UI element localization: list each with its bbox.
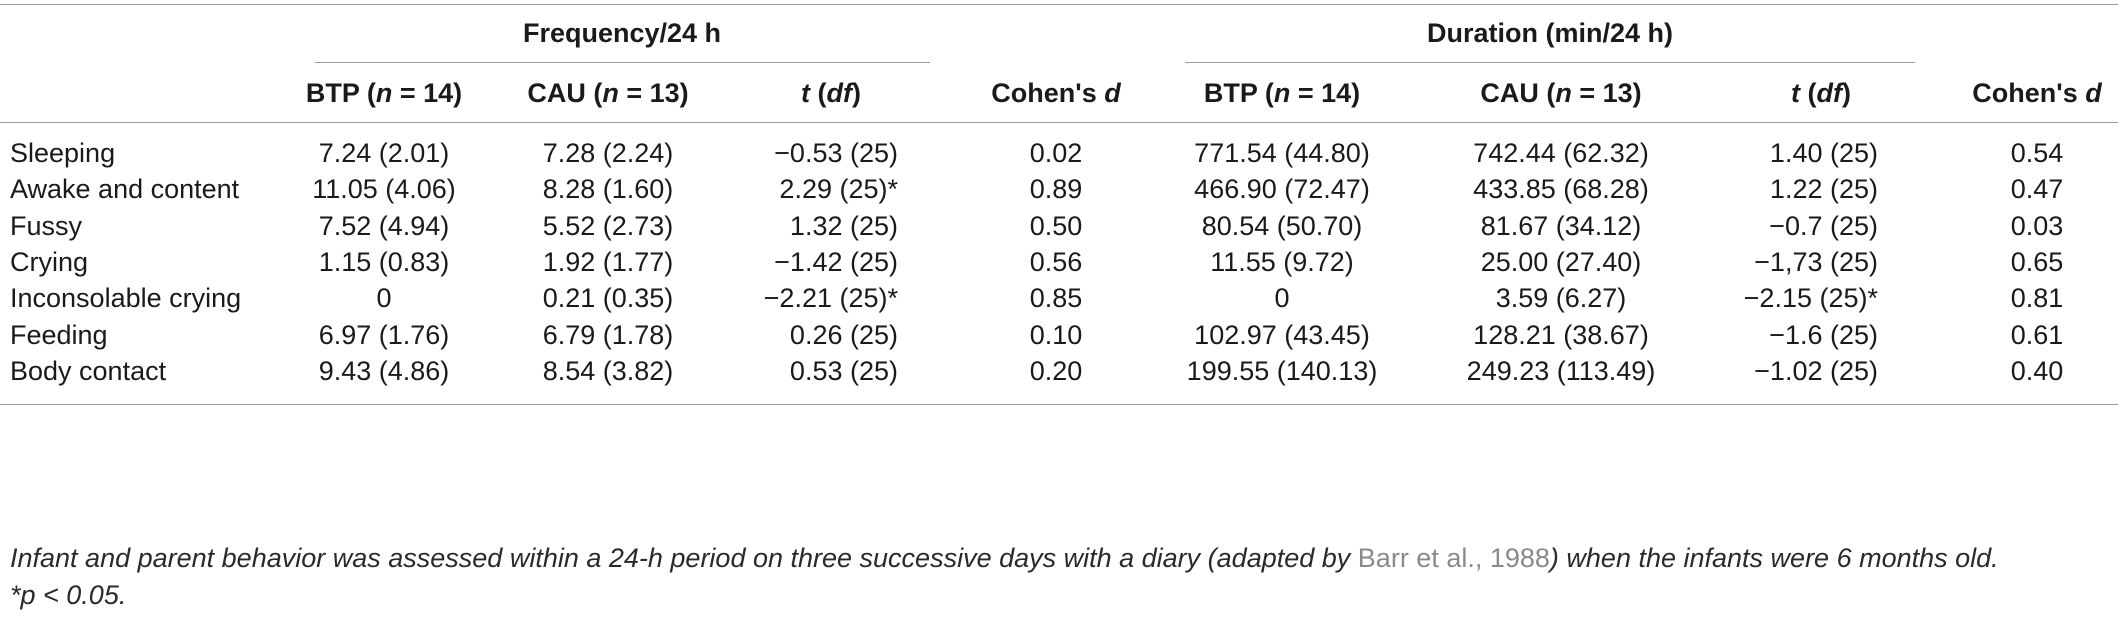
- row-label: Feeding: [10, 320, 108, 350]
- cell-freq-btp: 7.24 (2.01): [318, 138, 450, 168]
- row-label: Awake and content: [10, 174, 240, 204]
- cell-freq-btp: 11.05 (4.06): [312, 174, 456, 204]
- cell-dur-cau: 81.67 (34.12): [1480, 211, 1642, 241]
- col-header-dur-cau: CAU (n = 13): [1480, 78, 1642, 108]
- cell-dur-cau: 25.00 (27.40): [1480, 247, 1642, 277]
- cell-dur-t: −1.6 (25): [1769, 320, 1878, 350]
- cell-freq-cau: 0.21 (0.35): [542, 283, 674, 313]
- cell-dur-btp: 80.54 (50.70): [1201, 211, 1363, 241]
- cell-freq-btp: 7.52 (4.94): [318, 211, 450, 241]
- cell-dur-btp: 102.97 (43.45): [1194, 320, 1370, 350]
- table-top-rule: [0, 4, 2118, 5]
- significance-note: *p < 0.05.: [10, 580, 127, 610]
- cell-dur-t: 1.22 (25): [1769, 174, 1878, 204]
- cell-dur-cohen-d: 0.03: [2010, 211, 2064, 241]
- cell-dur-cau: 742.44 (62.32): [1473, 138, 1649, 168]
- cell-freq-cohen-d: 0.56: [1029, 247, 1083, 277]
- cell-freq-t: 0.53 (25): [789, 356, 898, 386]
- cell-dur-btp: 11.55 (9.72): [1210, 247, 1354, 277]
- footnote-text-after: ) when the infants were 6 months old.: [1549, 543, 1999, 573]
- cell-dur-t: −1.02 (25): [1754, 356, 1878, 386]
- cell-freq-btp: 0: [376, 283, 392, 313]
- col-header-freq-t: t (df): [801, 78, 861, 108]
- cell-freq-cau: 8.54 (3.82): [542, 356, 674, 386]
- cell-dur-t: −2.15 (25)*: [1743, 283, 1878, 313]
- cell-freq-cau: 1.92 (1.77): [542, 247, 674, 277]
- cell-freq-cohen-d: 0.85: [1029, 283, 1083, 313]
- header-bottom-rule: [0, 122, 2118, 123]
- cell-dur-cau: 433.85 (68.28): [1473, 174, 1649, 204]
- footnote-text-before: Infant and parent behavior was assessed …: [10, 543, 1358, 573]
- cell-dur-t: −0.7 (25): [1769, 211, 1878, 241]
- col-header-dur-t: t (df): [1791, 78, 1851, 108]
- cell-freq-t: −1.42 (25): [774, 247, 898, 277]
- cell-freq-cohen-d: 0.20: [1029, 356, 1083, 386]
- cell-dur-btp: 0: [1274, 283, 1290, 313]
- citation-link[interactable]: Barr et al., 1988: [1357, 543, 1550, 573]
- cell-freq-t: 2.29 (25)*: [779, 174, 898, 204]
- cell-dur-cohen-d: 0.47: [2010, 174, 2064, 204]
- cell-dur-cohen-d: 0.61: [2010, 320, 2064, 350]
- col-header-freq-cau: CAU (n = 13): [527, 78, 689, 108]
- row-label: Body contact: [10, 356, 167, 386]
- cell-freq-t: −2.21 (25)*: [763, 283, 898, 313]
- cell-freq-t: 1.32 (25): [789, 211, 898, 241]
- cell-freq-cau: 8.28 (1.60): [542, 174, 674, 204]
- cell-freq-btp: 1.15 (0.83): [318, 247, 450, 277]
- row-label: Inconsolable crying: [10, 283, 242, 313]
- row-label: Fussy: [10, 211, 83, 241]
- cell-dur-cohen-d: 0.54: [2010, 138, 2064, 168]
- col-header-dur-cohen: Cohen's d: [1972, 78, 2102, 108]
- cell-dur-cohen-d: 0.81: [2010, 283, 2064, 313]
- col-header-dur-btp: BTP (n = 14): [1203, 78, 1361, 108]
- cell-dur-cohen-d: 0.40: [2010, 356, 2064, 386]
- frequency-group-header: Frequency/24 h: [522, 18, 722, 48]
- row-label: Sleeping: [10, 138, 116, 168]
- cell-freq-cohen-d: 0.50: [1029, 211, 1083, 241]
- cell-dur-btp: 199.55 (140.13): [1186, 356, 1378, 386]
- duration-group-header: Duration (min/24 h): [1426, 18, 1674, 48]
- col-header-freq-btp: BTP (n = 14): [305, 78, 463, 108]
- cell-dur-cohen-d: 0.65: [2010, 247, 2064, 277]
- cell-dur-btp: 466.90 (72.47): [1194, 174, 1370, 204]
- cell-freq-cau: 5.52 (2.73): [542, 211, 674, 241]
- cell-dur-cau: 3.59 (6.27): [1495, 283, 1627, 313]
- cell-freq-btp: 6.97 (1.76): [318, 320, 450, 350]
- cell-dur-t: −1,73 (25): [1754, 247, 1878, 277]
- table-bottom-rule: [0, 404, 2118, 405]
- cell-freq-cau: 7.28 (2.24): [542, 138, 674, 168]
- cell-dur-btp: 771.54 (44.80): [1194, 138, 1370, 168]
- row-label: Crying: [10, 247, 89, 277]
- cell-dur-cau: 249.23 (113.49): [1466, 356, 1656, 386]
- cell-freq-t: 0.26 (25): [789, 320, 898, 350]
- cell-freq-cau: 6.79 (1.78): [542, 320, 674, 350]
- cell-dur-t: 1.40 (25): [1769, 138, 1878, 168]
- table-footnote: Infant and parent behavior was assessed …: [10, 540, 2110, 614]
- frequency-group-rule: [315, 62, 930, 63]
- col-header-freq-cohen: Cohen's d: [991, 78, 1121, 108]
- duration-group-rule: [1185, 62, 1915, 63]
- cell-freq-cohen-d: 0.10: [1029, 320, 1083, 350]
- cell-freq-cohen-d: 0.02: [1029, 138, 1083, 168]
- cell-freq-t: −0.53 (25): [774, 138, 898, 168]
- cell-dur-cau: 128.21 (38.67): [1473, 320, 1649, 350]
- cell-freq-cohen-d: 0.89: [1029, 174, 1083, 204]
- cell-freq-btp: 9.43 (4.86): [318, 356, 450, 386]
